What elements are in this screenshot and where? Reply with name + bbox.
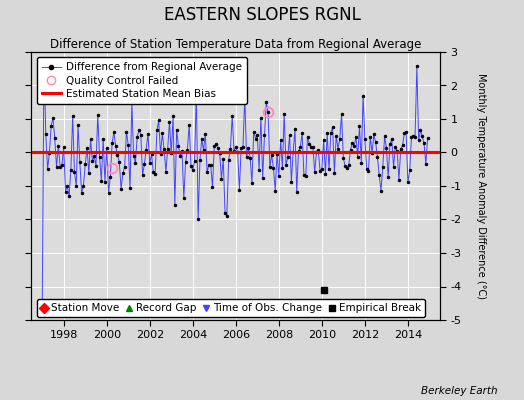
Difference from Regional Average: [127, 186, 133, 191]
Difference from Regional Average: [263, 100, 269, 105]
Difference from Regional Average: [259, 176, 266, 180]
Difference from Regional Average: [424, 136, 431, 141]
Difference from Regional Average: [336, 136, 343, 141]
Difference from Regional Average: [39, 311, 46, 316]
Text: EASTERN SLOPES RGNL: EASTERN SLOPES RGNL: [163, 6, 361, 24]
Difference from Regional Average: [367, 134, 374, 139]
Title: Difference of Station Temperature Data from Regional Average: Difference of Station Temperature Data f…: [50, 38, 421, 51]
Line: Difference from Regional Average: Difference from Regional Average: [41, 57, 429, 315]
Difference from Regional Average: [138, 132, 144, 137]
Text: Berkeley Earth: Berkeley Earth: [421, 386, 498, 396]
Legend: Station Move, Record Gap, Time of Obs. Change, Empirical Break: Station Move, Record Gap, Time of Obs. C…: [37, 299, 425, 318]
Difference from Regional Average: [41, 56, 47, 61]
Y-axis label: Monthly Temperature Anomaly Difference (°C): Monthly Temperature Anomaly Difference (…: [476, 73, 486, 299]
